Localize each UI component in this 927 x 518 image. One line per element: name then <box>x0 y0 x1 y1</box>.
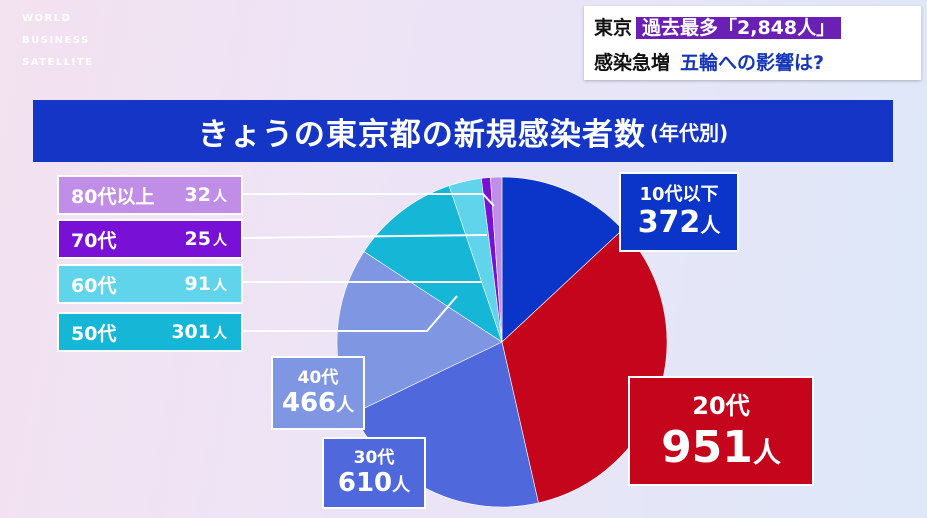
label-60s-count: 91 <box>184 273 211 295</box>
leader-line-80 <box>243 193 495 207</box>
label-50s: 50代 301 人 <box>57 312 243 352</box>
chart-subtitle: (年代別) <box>649 120 729 145</box>
channel-logo: WORLD BUSINESS SATELLITE <box>22 8 93 74</box>
label-80s: 80代以上 32 人 <box>57 175 243 215</box>
label-20s-unit: 人 <box>752 435 781 469</box>
label-70s: 70代 25 人 <box>57 219 243 259</box>
label-80s-age: 80代以上 <box>71 185 155 208</box>
label-30s-age: 30代 <box>353 448 395 468</box>
label-20s-count: 951 <box>661 421 753 473</box>
label-30s-unit: 人 <box>392 475 411 496</box>
headline-highlight: 過去最多「2,848人」 <box>636 17 842 39</box>
label-40s-age: 40代 <box>297 368 339 388</box>
leader-line-50 <box>243 295 458 332</box>
headline-sub-blue: 五輪への影響は? <box>680 52 825 74</box>
label-10s: 10代以下 372 人 <box>619 172 739 252</box>
logo-line-1: WORLD <box>22 13 72 24</box>
label-10s-count: 372 <box>637 204 701 240</box>
chart-title-bar: きょうの東京都の新規感染者数 (年代別) <box>33 100 893 162</box>
label-50s-unit: 人 <box>213 326 227 342</box>
logo-line-2: BUSINESS <box>22 35 90 46</box>
logo-line-3: SATELLITE <box>22 57 94 68</box>
label-10s-age: 10代以下 <box>639 183 719 205</box>
headline-line-1: 東京 過去最多「2,848人」 <box>594 13 842 40</box>
label-70s-count: 25 <box>184 228 211 250</box>
pie-slice-0 <box>501 176 624 343</box>
label-20s: 20代 951 人 <box>628 376 814 486</box>
leader-line-70 <box>242 234 488 239</box>
headline-line-2: 感染急増 五輪への影響は? <box>594 48 824 75</box>
label-80s-unit: 人 <box>213 189 227 205</box>
chart-title: きょうの東京都の新規感染者数 <box>197 116 646 153</box>
label-60s: 60代 91 人 <box>57 264 243 304</box>
label-70s-age: 70代 <box>71 229 117 252</box>
label-20s-age: 20代 <box>692 391 750 420</box>
label-40s-count: 466 <box>281 388 337 418</box>
label-80s-count: 32 <box>184 184 211 206</box>
label-10s-unit: 人 <box>700 212 721 237</box>
label-50s-count: 301 <box>171 321 211 343</box>
label-40s-unit: 人 <box>336 395 355 416</box>
label-30s-count: 610 <box>337 468 393 498</box>
label-60s-age: 60代 <box>71 274 117 297</box>
news-headline-box: 東京 過去最多「2,848人」 感染急増 五輪への影響は? <box>584 6 921 80</box>
label-70s-unit: 人 <box>213 233 227 249</box>
pie-slice-4 <box>363 185 503 343</box>
headline-prefix: 東京 <box>594 17 633 39</box>
label-50s-age: 50代 <box>71 322 117 345</box>
label-40s: 40代 466 人 <box>271 356 365 430</box>
label-30s: 30代 610 人 <box>322 437 426 509</box>
pie-slice-7 <box>490 176 503 343</box>
headline-sub-prefix: 感染急増 <box>594 52 671 74</box>
label-60s-unit: 人 <box>213 278 227 294</box>
